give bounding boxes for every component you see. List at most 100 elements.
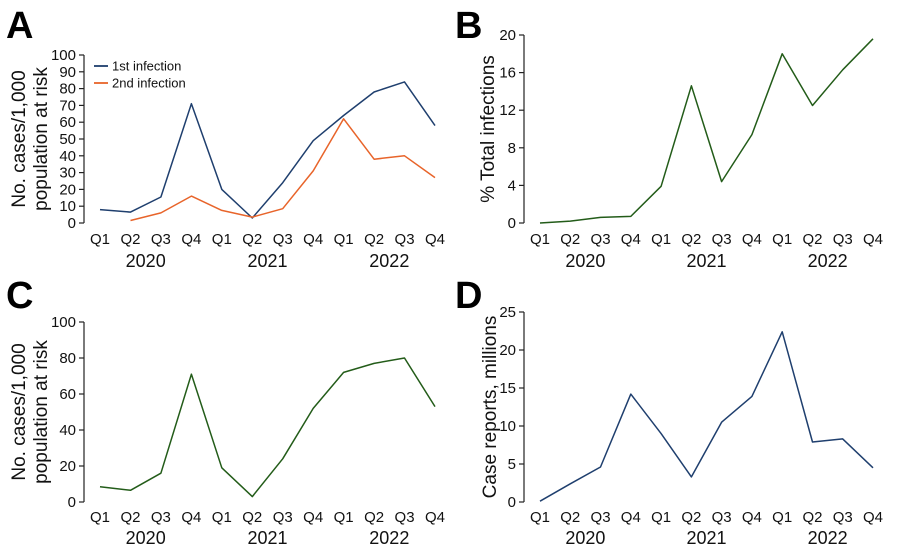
panel-a-y-tick-label: 40 (59, 148, 76, 165)
panel-b-y-tick-label: 16 (499, 65, 516, 82)
panel-c-x-tick-label: Q2 (364, 509, 384, 526)
panel-c-y-axis-title-line: No. cases/1,000 (9, 343, 30, 480)
panel-a-x-tick-label: Q3 (151, 231, 171, 248)
panel-d-year-label: 2022 (808, 528, 848, 548)
panel-d-x-tick-label: Q4 (742, 509, 762, 526)
panel-d-y-tick-label: 0 (508, 494, 516, 511)
panel-b-x-tick-label: Q2 (560, 231, 580, 248)
panel-a-x-tick-label: Q3 (395, 231, 415, 248)
panel-a-y-axis-title-line: No. cases/1,000 (9, 70, 30, 207)
panel-b-x-tick-label: Q2 (802, 231, 822, 248)
panel-d-x-tick-label: Q2 (802, 509, 822, 526)
panel-a-y-tick-label: 90 (59, 64, 76, 81)
panel-d-series-line-1 (539, 331, 874, 502)
panel-c-year-label: 2021 (247, 528, 287, 548)
panel-b-x-tick-label: Q4 (742, 231, 762, 248)
panel-b-x-tick-label: Q4 (863, 231, 883, 248)
panel-d-x-tick-label: Q1 (530, 509, 550, 526)
panel-b: B 0 4 8 12 16 20 Q1 Q2 Q3 Q4 Q1 Q2 Q3 Q4 Q1 Q2 Q3 Q4 2020 2… (455, 5, 883, 271)
panel-a-y-axis-title: No. cases/1,000population at risk (9, 67, 52, 211)
panel-b-x-tick-label: Q3 (712, 231, 732, 248)
panel-b-letter: B (455, 5, 482, 47)
panel-c-y-tick-label: 80 (59, 350, 76, 367)
panel-a-y-tick-label: 70 (59, 97, 76, 114)
panel-c-y-tick-label: 20 (59, 458, 76, 475)
panel-d-year-label: 2021 (686, 528, 726, 548)
panel-c-x-tick-label: Q3 (395, 509, 415, 526)
panel-b-x-tick-label: Q2 (681, 231, 701, 248)
panel-c: C 0 20 40 60 80 100 Q1 Q2 Q3 Q4 Q1 Q2 Q3 Q4 Q1 Q2 Q3 Q4 20… (6, 275, 445, 548)
panel-c-x-tick-label: Q1 (90, 509, 110, 526)
panel-c-x-tick-label: Q3 (151, 509, 171, 526)
panel-d-x-tick-label: Q4 (621, 509, 641, 526)
panel-d-x-tick-label: Q3 (833, 509, 853, 526)
panel-b-x-tick-label: Q4 (621, 231, 641, 248)
panel-d-x-tick-label: Q1 (651, 509, 671, 526)
panel-c-x-tick-label: Q1 (212, 509, 232, 526)
panel-c-letter: C (6, 275, 33, 317)
panel-d: D 0 5 10 15 20 25 Q1 Q2 Q3 Q4 Q1 Q2 Q3 Q4 Q1 Q2 Q3 Q4 2020… (455, 275, 883, 548)
panel-c-x-tick-label: Q3 (273, 509, 293, 526)
panel-a-x-tick-label: Q4 (303, 231, 323, 248)
panel-a-y-tick-label: 50 (59, 131, 76, 148)
panel-c-y-tick-label: 0 (68, 494, 76, 511)
panel-b-y-tick-label: 0 (508, 215, 516, 232)
panel-d-y-tick-label: 15 (499, 380, 516, 397)
panel-a-x-tick-label: Q2 (364, 231, 384, 248)
panel-a-legend-label: 2nd infection (112, 76, 186, 91)
panel-c-y-axis-title-line: population at risk (31, 340, 52, 484)
panel-a-x-tick-label: Q1 (90, 231, 110, 248)
panel-c-x-tick-label: Q4 (425, 509, 445, 526)
panel-a-year-label: 2020 (126, 251, 166, 271)
panel-a-year-label: 2021 (247, 251, 287, 271)
panel-a-series-line-2 (130, 118, 436, 222)
panel-d-x-tick-label: Q3 (712, 509, 732, 526)
panel-b-year-label: 2021 (686, 251, 726, 271)
panel-c-x-tick-label: Q4 (303, 509, 323, 526)
panel-d-y-tick-label: 20 (499, 342, 516, 359)
panel-d-y-axis-title-line: Case reports, millions (480, 316, 501, 499)
panel-c-x-tick-label: Q1 (334, 509, 354, 526)
panel-a-y-tick-label: 30 (59, 165, 76, 182)
panel-b-x-tick-label: Q3 (591, 231, 611, 248)
panel-a-year-label: 2022 (369, 251, 409, 271)
panel-a-y-tick-label: 0 (68, 215, 76, 232)
panel-a-x-tick-label: Q2 (120, 231, 140, 248)
panel-d-x-tick-label: Q4 (863, 509, 883, 526)
panel-b-y-axis-title: % Total infections (478, 55, 499, 203)
panel-b-x-tick-label: Q1 (651, 231, 671, 248)
panel-b-x-tick-label: Q1 (772, 231, 792, 248)
panel-c-y-tick-label: 60 (59, 386, 76, 403)
panel-c-year-label: 2022 (369, 528, 409, 548)
panel-d-y-tick-label: 5 (508, 456, 516, 473)
panel-a-x-tick-label: Q2 (242, 231, 262, 248)
panel-d-x-tick-label: Q2 (560, 509, 580, 526)
panel-a-legend-label: 1st infection (112, 59, 181, 74)
panel-d-year-label: 2020 (565, 528, 605, 548)
panel-c-y-axis-title: No. cases/1,000population at risk (9, 340, 52, 484)
panel-c-x-tick-label: Q4 (181, 509, 201, 526)
panel-a-y-tick-label: 10 (59, 198, 76, 215)
panel-d-x-tick-label: Q3 (591, 509, 611, 526)
panel-b-year-label: 2020 (565, 251, 605, 271)
panel-a-y-axis-title-line: population at risk (31, 67, 52, 211)
panel-d-x-tick-label: Q1 (772, 509, 792, 526)
panel-b-x-tick-label: Q1 (530, 231, 550, 248)
panel-a-y-tick-label: 20 (59, 181, 76, 198)
panel-a-x-tick-label: Q1 (212, 231, 232, 248)
panel-b-y-tick-label: 8 (508, 140, 516, 157)
panel-b-series-line-1 (539, 38, 874, 224)
panel-d-y-tick-label: 10 (499, 418, 516, 435)
panel-c-year-label: 2020 (126, 528, 166, 548)
panel-a-x-tick-label: Q1 (334, 231, 354, 248)
panel-a-letter: A (6, 5, 33, 47)
panel-c-x-tick-label: Q2 (120, 509, 140, 526)
panel-d-y-tick-label: 25 (499, 304, 516, 321)
panel-a-y-tick-label: 80 (59, 81, 76, 98)
panel-a-y-tick-label: 100 (51, 47, 76, 64)
panel-a-series-line-1 (99, 81, 436, 219)
panel-b-y-tick-label: 20 (499, 27, 516, 44)
panel-a-x-tick-label: Q4 (425, 231, 445, 248)
panel-a-y-tick-label: 60 (59, 114, 76, 131)
